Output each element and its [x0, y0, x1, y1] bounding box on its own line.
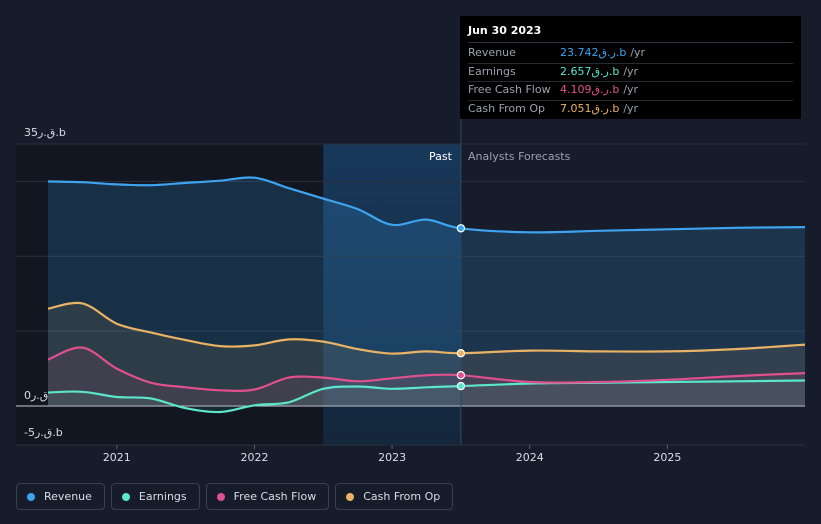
tooltip-row-free-cash-flow: Free Cash Flow 4.109ر.ق.b /yr — [468, 82, 793, 101]
tooltip-label: Cash From Op — [468, 101, 546, 115]
y-tick-top: 35ق.ر.b — [24, 126, 66, 139]
legend-item-cash-from-op[interactable]: Cash From Op — [335, 483, 454, 510]
tooltip-row-cash-from-op: Cash From Op 7.051ر.ق.b /yr — [468, 101, 793, 119]
tooltip-value: 4.109ر.ق.b — [560, 83, 620, 96]
x-tick-label: 2024 — [516, 451, 544, 464]
marker-cash-from-op — [456, 349, 466, 358]
tooltip-value: 23.742ر.ق.b — [560, 46, 627, 59]
legend-item-free-cash-flow[interactable]: Free Cash Flow — [205, 483, 330, 510]
marker-free-cash-flow — [456, 371, 466, 380]
legend-item-revenue[interactable]: Revenue — [16, 483, 105, 510]
legend-label: Cash From Op — [363, 490, 441, 503]
series-markers — [456, 224, 466, 391]
tooltip-label: Free Cash Flow — [468, 83, 551, 96]
area-cash-from-op — [48, 302, 805, 406]
x-tick-label: 2025 — [653, 451, 681, 464]
tooltip-row-revenue: Revenue 23.742ر.ق.b /yr — [468, 45, 793, 64]
legend-label: Revenue — [44, 490, 92, 503]
forecast-label: Analysts Forecasts — [468, 150, 571, 163]
line-cash-from-op — [47, 301, 806, 355]
series-lines — [47, 176, 806, 414]
marker-earnings — [456, 381, 466, 391]
legend-dot-icon — [346, 492, 355, 501]
x-axis-ticks: 2021 2022 2023 2024 2025 — [103, 445, 681, 464]
x-tick-label: 2021 — [103, 451, 131, 464]
y-tick-zero: 0ق.ر — [24, 389, 49, 402]
area-revenue — [48, 177, 805, 406]
tooltip-row-earnings: Earnings 2.657ر.ق.b /yr — [468, 64, 793, 82]
tooltip-value: 2.657ر.ق.b — [560, 64, 620, 78]
series-areas — [48, 177, 805, 413]
tooltip: Jun 30 2023 Revenue 23.742ر.ق.b /yr Earn… — [460, 16, 801, 119]
legend: Revenue Earnings Free Cash Flow Cash Fro… — [16, 483, 454, 510]
tooltip-label: Revenue — [468, 46, 516, 59]
tooltip-unit: /yr — [630, 46, 646, 59]
area-earnings — [48, 380, 805, 413]
legend-item-earnings[interactable]: Earnings — [110, 483, 200, 510]
y-tick-bottom: -5ق.ر.b — [24, 426, 63, 439]
gridlines — [16, 143, 805, 446]
x-tick-label: 2023 — [378, 451, 406, 464]
past-label: Past — [429, 150, 452, 163]
x-tick-label: 2022 — [240, 451, 268, 464]
line-free-cash-flow — [47, 346, 806, 392]
marker-revenue — [456, 224, 466, 233]
line-revenue — [47, 176, 806, 234]
tooltip-unit: /yr — [623, 83, 639, 96]
legend-label: Free Cash Flow — [233, 490, 317, 503]
tooltip-value: 7.051ر.ق.b — [560, 101, 620, 115]
highlight-band — [323, 144, 461, 445]
legend-dot-icon — [27, 492, 35, 501]
tooltip-label: Earnings — [468, 64, 516, 78]
tooltip-unit: /yr — [623, 101, 639, 115]
tooltip-unit: /yr — [623, 64, 639, 78]
legend-dot-icon — [216, 492, 225, 501]
legend-label: Earnings — [138, 490, 187, 503]
tooltip-date: Jun 30 2023 — [468, 24, 793, 43]
legend-dot-icon — [121, 492, 130, 501]
